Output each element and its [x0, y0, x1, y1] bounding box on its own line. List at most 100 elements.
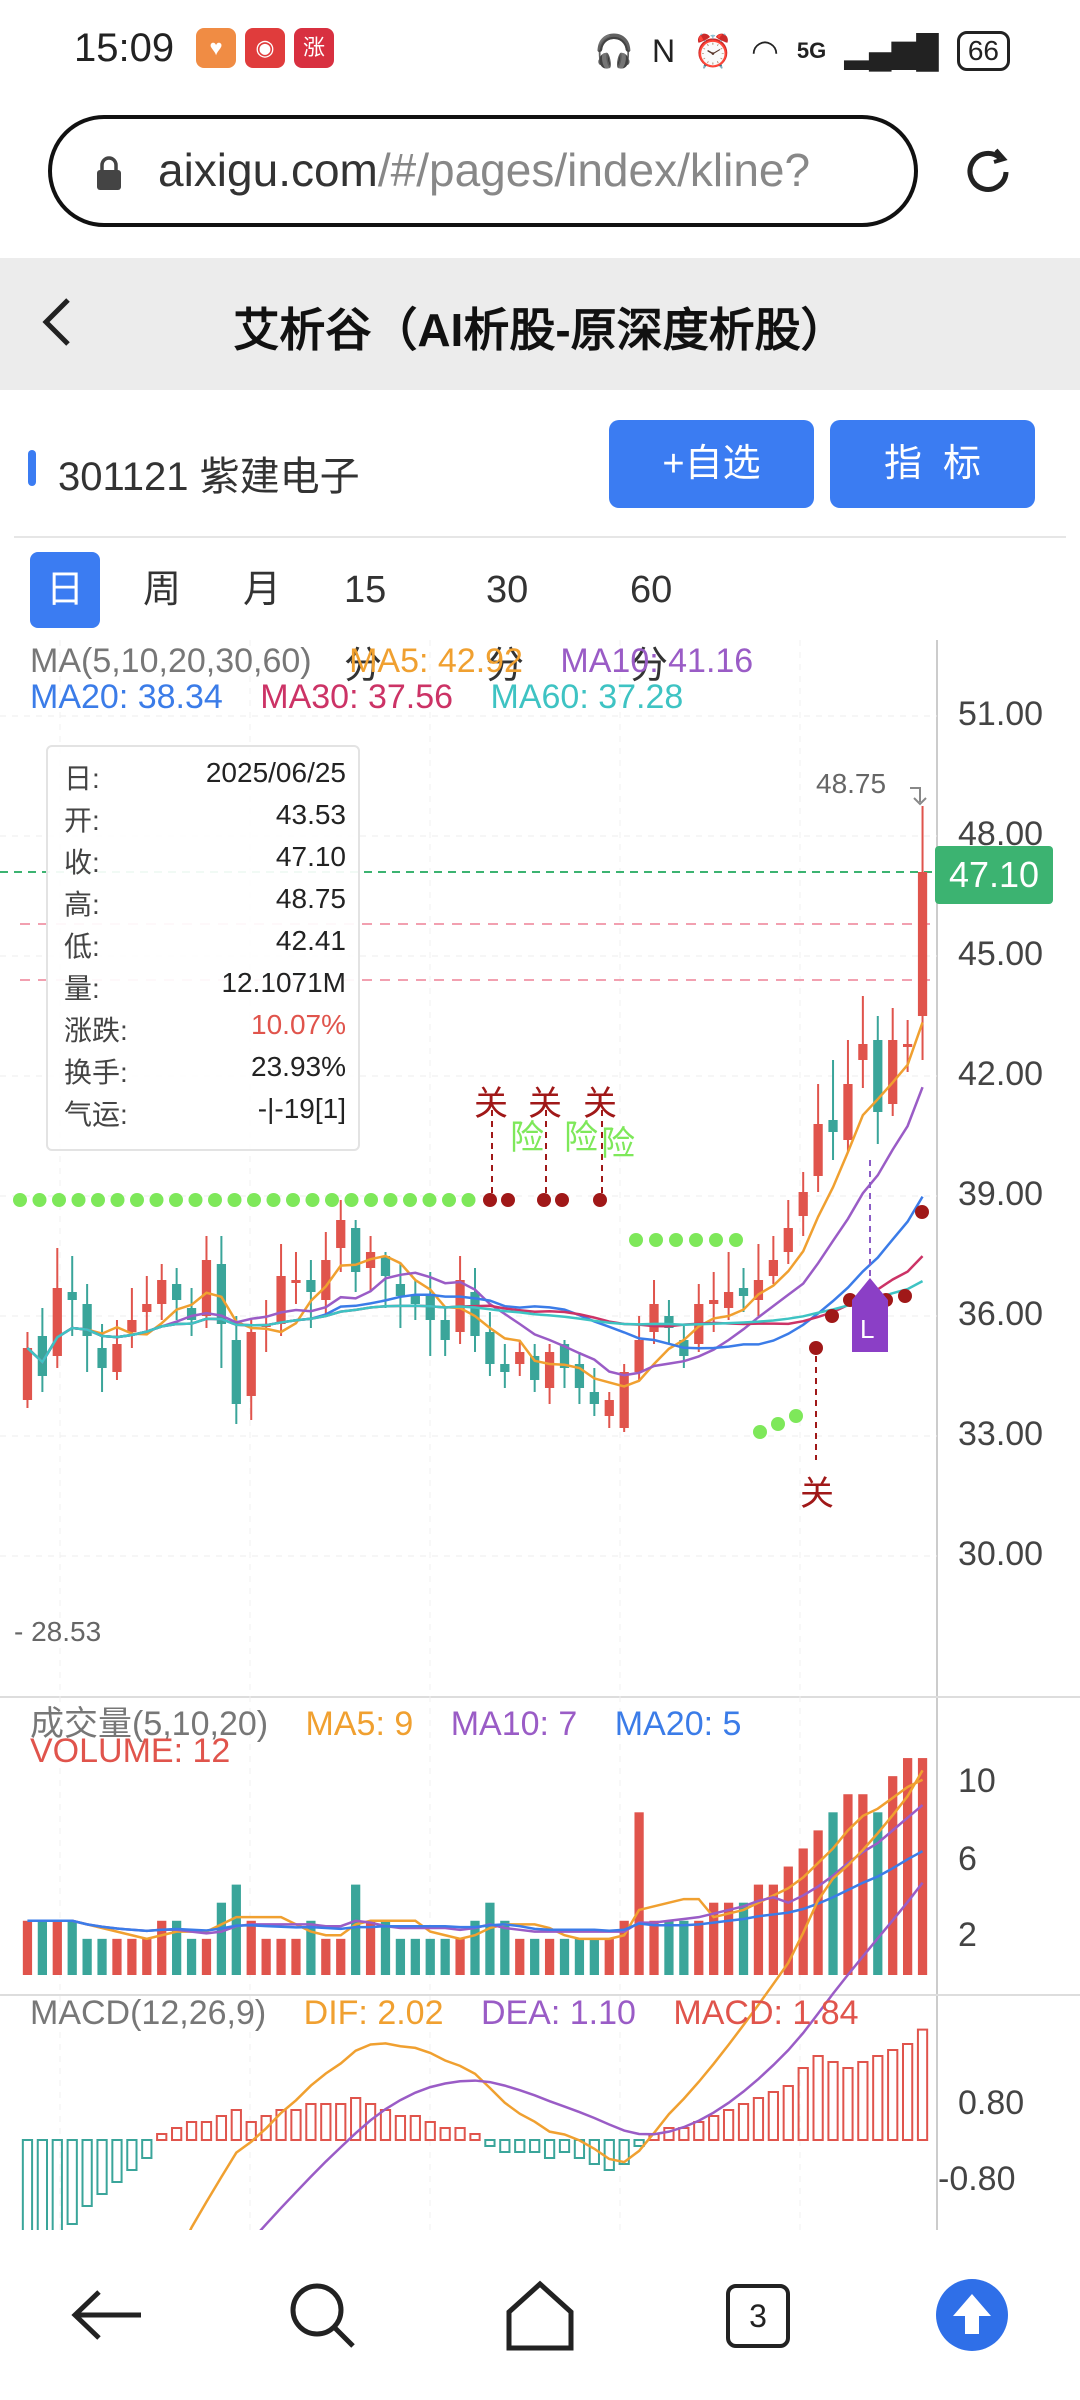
signal-dot: [649, 1233, 663, 1247]
tab-15min[interactable]: 15分: [344, 569, 387, 687]
tab-60min[interactable]: 60分: [630, 569, 673, 687]
macd-bar: [678, 2127, 690, 2141]
tabs-button[interactable]: 3: [712, 2270, 802, 2360]
signal-dot: [305, 1193, 320, 1207]
candle-body: [559, 1344, 570, 1368]
macd-bar: [335, 2103, 347, 2141]
signal-dot: [247, 1193, 261, 1207]
kline-chart[interactable]: [0, 0, 1080, 2230]
high-price-label: 48.75: [816, 768, 887, 799]
signal-l: L: [860, 1314, 875, 1344]
info-key: 涨跌:: [64, 1015, 128, 1046]
signal-dot: [325, 1193, 339, 1207]
signal-dot: [71, 1193, 86, 1207]
macd-value-label: MACD: 1.84: [673, 1994, 859, 2032]
signal-dot: [208, 1193, 222, 1207]
volume-bar: [798, 1848, 808, 1975]
macd-bar: [156, 2133, 168, 2141]
candle-body: [97, 1348, 107, 1368]
signal-dot: [771, 1417, 785, 1431]
macd-bar: [499, 2139, 511, 2153]
candle-body: [112, 1344, 122, 1372]
candle-body: [37, 1336, 48, 1376]
candle-body: [873, 1040, 883, 1112]
macd-bar: [409, 2115, 421, 2141]
search-icon[interactable]: [277, 2270, 367, 2360]
volume-bar: [723, 1902, 734, 1975]
signal-dot: [32, 1193, 47, 1207]
candle-body: [515, 1352, 525, 1364]
volume-bar: [544, 1938, 555, 1975]
app-notification-icon: ♥: [196, 28, 236, 68]
info-value: 42.41: [275, 925, 346, 956]
volume-bar: [559, 1938, 570, 1975]
volume-bar: [589, 1938, 599, 1975]
macd-bar: [126, 2139, 138, 2171]
high-marker-icon: [910, 787, 927, 806]
macd-bar: [618, 2139, 630, 2165]
candle-body: [783, 1228, 793, 1252]
dea-label: DEA: 1.10: [480, 1994, 636, 2032]
candle-body: [843, 1084, 853, 1140]
candle-body: [709, 1300, 719, 1304]
volume-bar: [246, 1920, 256, 1975]
macd-bar: [439, 2127, 451, 2141]
macd-bar: [812, 2055, 824, 2141]
back-icon[interactable]: [38, 292, 78, 352]
signal-dot: [227, 1193, 242, 1207]
price-tick: 45.00: [958, 935, 1044, 973]
indicator-button[interactable]: 指 标: [830, 420, 1035, 508]
page-title: 艾析谷（AI析股-原深度析股）: [233, 304, 847, 356]
tab-week[interactable]: 周: [143, 569, 182, 611]
add-watchlist-button[interactable]: +自选: [609, 420, 814, 508]
low-price-label: - 28.53: [14, 1616, 102, 1647]
status-bar: 15:09 ♥ ◉ 涨 🎧 N ⏰ ◠ 5G ▂▄▆█ 66: [0, 0, 1080, 100]
volume-bar: [634, 1812, 644, 1975]
url-bar[interactable]: aixigu.com/#/pages/index/kline?: [48, 115, 918, 227]
info-key: 开:: [64, 805, 100, 836]
volume-legend-label: 成交量(5,10,20): [30, 1705, 269, 1743]
tab-month[interactable]: 月: [243, 569, 282, 611]
scroll-up-icon[interactable]: [927, 2270, 1017, 2360]
signal-dot: [537, 1193, 551, 1207]
reload-icon[interactable]: [958, 142, 1018, 202]
signal-guan: 关: [800, 1475, 834, 1513]
candle-body: [500, 1364, 510, 1372]
candle-body: [828, 1120, 838, 1132]
info-value: 23.93%: [251, 1051, 346, 1082]
signal-dot: [188, 1193, 203, 1207]
candle-body: [142, 1304, 152, 1312]
home-icon[interactable]: [495, 2270, 585, 2360]
info-row: 收: 47.10: [64, 841, 346, 881]
macd-bar: [290, 2109, 302, 2141]
signal-dot: [689, 1233, 703, 1247]
url-text[interactable]: aixigu.com/#/pages/index/kline?: [158, 143, 898, 197]
volume-bar: [664, 1920, 674, 1975]
tab-30min[interactable]: 30分: [486, 569, 529, 687]
macd-bar: [558, 2139, 571, 2153]
macd-legend-label: MACD(12,26,9): [30, 1994, 267, 2032]
macd-tick-value: -0.80: [938, 2160, 1016, 2198]
macd-bar: [916, 2028, 929, 2141]
macd-legend: MACD(12,26,9) DIF: 2.02 DEA: 1.10 MACD: …: [30, 1994, 887, 2033]
lock-icon: [97, 156, 121, 190]
back-arrow-icon[interactable]: [63, 2270, 153, 2360]
url-path: /#/pages/index/kline?: [377, 144, 811, 196]
info-value: 43.53: [275, 799, 346, 830]
volume-tick: 2: [958, 1916, 977, 1954]
macd-bar: [529, 2139, 541, 2153]
candle-body: [768, 1260, 778, 1276]
info-row: 日: 2025/06/25: [64, 757, 346, 797]
ma-legend-row2: MA20: 38.34 MA30: 37.56 MA60: 37.28: [30, 678, 711, 717]
volume-bar: [694, 1920, 704, 1975]
volume-bar: [82, 1938, 92, 1975]
ma60-line: [26, 1280, 924, 1364]
macd-bar: [708, 2115, 720, 2141]
candle-body: [574, 1364, 585, 1388]
info-value: 10.07%: [251, 1009, 346, 1040]
tab-day[interactable]: 日: [30, 552, 100, 628]
status-time: 15:09: [74, 26, 175, 70]
macd-bar: [663, 2127, 675, 2141]
candle-body: [201, 1260, 212, 1316]
candle-body: [351, 1228, 361, 1272]
